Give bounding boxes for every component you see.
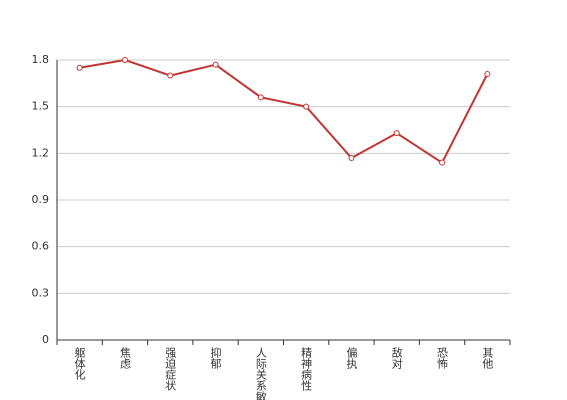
y-tick-label: 1.2 <box>32 146 50 159</box>
point <box>484 71 491 77</box>
y-tick-label: 0.9 <box>32 193 50 206</box>
y-tick-label: 1.8 <box>32 53 50 66</box>
point <box>257 94 264 101</box>
y-tick-label: 0 <box>42 333 49 346</box>
x-tick-label: 精神病性 <box>300 347 313 392</box>
x-tick-label: 强迫症状 <box>164 347 177 391</box>
point <box>121 57 128 63</box>
y-tick-label: 0.6 <box>32 240 50 253</box>
point <box>393 130 400 137</box>
x-tick-label: 偏执 <box>345 346 358 370</box>
x-tick-label: 恐怖 <box>436 347 449 369</box>
point <box>348 155 355 161</box>
point <box>167 72 174 79</box>
x-tick-label: 敌对 <box>390 346 403 369</box>
point <box>439 159 446 166</box>
point <box>303 103 310 110</box>
point <box>212 61 219 68</box>
x-tick-label: 躯体化 <box>73 347 86 381</box>
x-tick-label: 抑郁 <box>209 346 222 369</box>
y-tick-label: 0.3 <box>32 286 50 299</box>
x-tick-label: 人际关系敏感 <box>254 347 267 400</box>
x-tick-label: 其他 <box>481 347 494 369</box>
y-tick-label: 1.5 <box>32 100 50 113</box>
line <box>79 58 489 165</box>
x-tick-label: 焦虑 <box>118 347 131 369</box>
point <box>76 64 83 71</box>
